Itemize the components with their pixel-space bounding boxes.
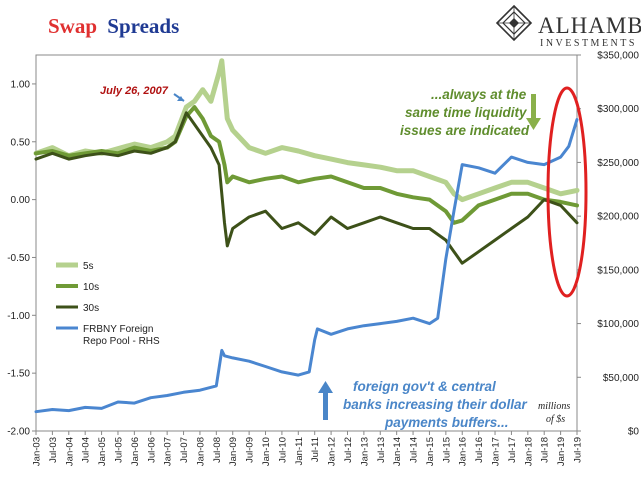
x-axis: Jan-03 Jul-03 Jan-04 Jul-04 Jan-05 Jul-05 Jan-… bbox=[32, 431, 584, 466]
title-word-spreads: Spreads bbox=[107, 14, 179, 38]
left-tick-label: 1.00 bbox=[11, 79, 31, 90]
july-arrow bbox=[173, 93, 185, 102]
blue-note-line-3: payments buffers... bbox=[384, 415, 509, 430]
x-tick-label: Jan-05 bbox=[97, 437, 108, 466]
right-tick-label: $100,000 bbox=[597, 319, 639, 330]
chart-title: Swap Spreads bbox=[48, 14, 179, 38]
legend-label-10s: 10s bbox=[83, 282, 99, 293]
x-tick-label: Jul-15 bbox=[441, 437, 452, 463]
units-label-line-2: of $s bbox=[546, 414, 565, 425]
x-tick-label: Jul-10 bbox=[277, 437, 288, 463]
units-label-line-1: millions bbox=[538, 401, 570, 412]
x-tick-label: Jan-17 bbox=[491, 437, 502, 466]
legend-label-5s: 5s bbox=[83, 261, 94, 272]
green-note-line-1: ...always at the bbox=[431, 87, 527, 102]
x-tick-label: Jan-18 bbox=[523, 437, 534, 466]
x-tick-label: Jul-19 bbox=[573, 437, 584, 463]
green-down-arrow bbox=[526, 94, 541, 130]
x-tick-label: Jul-07 bbox=[179, 437, 190, 463]
right-tick-label: $50,000 bbox=[603, 373, 640, 384]
logo-name: ALHAMBRA bbox=[538, 13, 641, 38]
left-tick-label: -0.50 bbox=[7, 253, 30, 264]
highlight-ellipse bbox=[546, 86, 588, 298]
x-tick-label: Jan-08 bbox=[195, 437, 206, 466]
series-frbny-repo-pool bbox=[34, 118, 579, 414]
left-tick-label: -2.00 bbox=[7, 427, 30, 438]
right-tick-label: $350,000 bbox=[597, 51, 639, 62]
right-tick-label: $300,000 bbox=[597, 104, 639, 115]
logo-diamond-icon bbox=[495, 4, 533, 42]
x-tick-label: Jan-12 bbox=[327, 437, 338, 466]
right-tick-label: $200,000 bbox=[597, 212, 639, 223]
logo-subtitle: INVESTMENTS bbox=[540, 38, 637, 49]
right-axis: $350,000 $300,000 $250,000 $200,000 $150,000… bbox=[577, 51, 639, 438]
x-tick-label: Jul-16 bbox=[474, 437, 485, 463]
right-tick-label: $250,000 bbox=[597, 158, 639, 169]
right-tick-label: $150,000 bbox=[597, 265, 639, 276]
x-tick-label: Jan-13 bbox=[359, 437, 370, 466]
x-tick-label: Jul-05 bbox=[113, 437, 124, 463]
legend-label-repo-line-2: Repo Pool - RHS bbox=[83, 336, 160, 347]
alhambra-logo: ALHAMBRA INVESTMENTS bbox=[495, 4, 641, 49]
left-tick-label: 0.00 bbox=[11, 195, 31, 206]
x-tick-label: Jan-10 bbox=[261, 437, 272, 466]
x-tick-label: Jul-04 bbox=[81, 437, 92, 463]
x-tick-label: Jul-12 bbox=[343, 437, 354, 463]
series-5s bbox=[33, 58, 580, 203]
x-tick-label: Jan-16 bbox=[458, 437, 469, 466]
plot-frame bbox=[35, 54, 578, 432]
left-tick-label: -1.50 bbox=[7, 369, 30, 380]
x-tick-label: Jan-11 bbox=[294, 437, 305, 465]
x-tick-label: Jul-13 bbox=[376, 437, 387, 463]
x-tick-label: Jul-18 bbox=[540, 437, 551, 463]
legend: 5s 10s 30s FRBNY Foreign Repo Pool - RHS bbox=[56, 261, 160, 347]
x-tick-label: Jan-19 bbox=[556, 437, 567, 466]
legend-label-repo-line-1: FRBNY Foreign bbox=[83, 324, 153, 335]
right-tick-label: $0 bbox=[628, 427, 640, 438]
x-tick-label: Jul-17 bbox=[507, 437, 518, 463]
series-layer bbox=[33, 58, 580, 414]
x-tick-label: Jan-07 bbox=[163, 437, 174, 466]
green-note-line-2: same time liquidity bbox=[405, 105, 528, 120]
x-tick-label: Jan-09 bbox=[228, 437, 239, 466]
x-tick-label: Jul-03 bbox=[48, 437, 59, 463]
x-tick-label: Jul-14 bbox=[409, 437, 420, 463]
left-axis: 1.00 0.50 0.00 -0.50 -1.00 -1.50 -2.00 bbox=[7, 79, 36, 438]
x-tick-label: Jul-09 bbox=[245, 437, 256, 463]
left-tick-label: -1.00 bbox=[7, 311, 30, 322]
x-tick-label: Jul-06 bbox=[146, 437, 157, 463]
series-10s bbox=[34, 105, 579, 225]
title-word-swap: Swap bbox=[48, 14, 97, 38]
x-tick-label: Jan-03 bbox=[32, 437, 43, 466]
x-tick-label: Jul-08 bbox=[212, 437, 223, 463]
blue-note-line-1: foreign gov't & central bbox=[353, 379, 496, 394]
july-2007-note: July 26, 2007 bbox=[100, 85, 169, 97]
legend-label-30s: 30s bbox=[83, 303, 99, 314]
left-tick-label: 0.50 bbox=[11, 137, 31, 148]
blue-up-arrow bbox=[318, 381, 333, 420]
x-tick-label: Jul-11 bbox=[310, 437, 321, 462]
x-tick-label: Jan-15 bbox=[425, 437, 436, 466]
x-tick-label: Jan-04 bbox=[64, 437, 75, 466]
x-tick-label: Jan-06 bbox=[130, 437, 141, 466]
x-tick-label: Jan-14 bbox=[392, 437, 403, 466]
blue-note-line-2: banks increasing their dollar bbox=[343, 397, 528, 412]
series-30s bbox=[34, 111, 579, 265]
green-note-line-3: issues are indicated bbox=[400, 123, 530, 138]
